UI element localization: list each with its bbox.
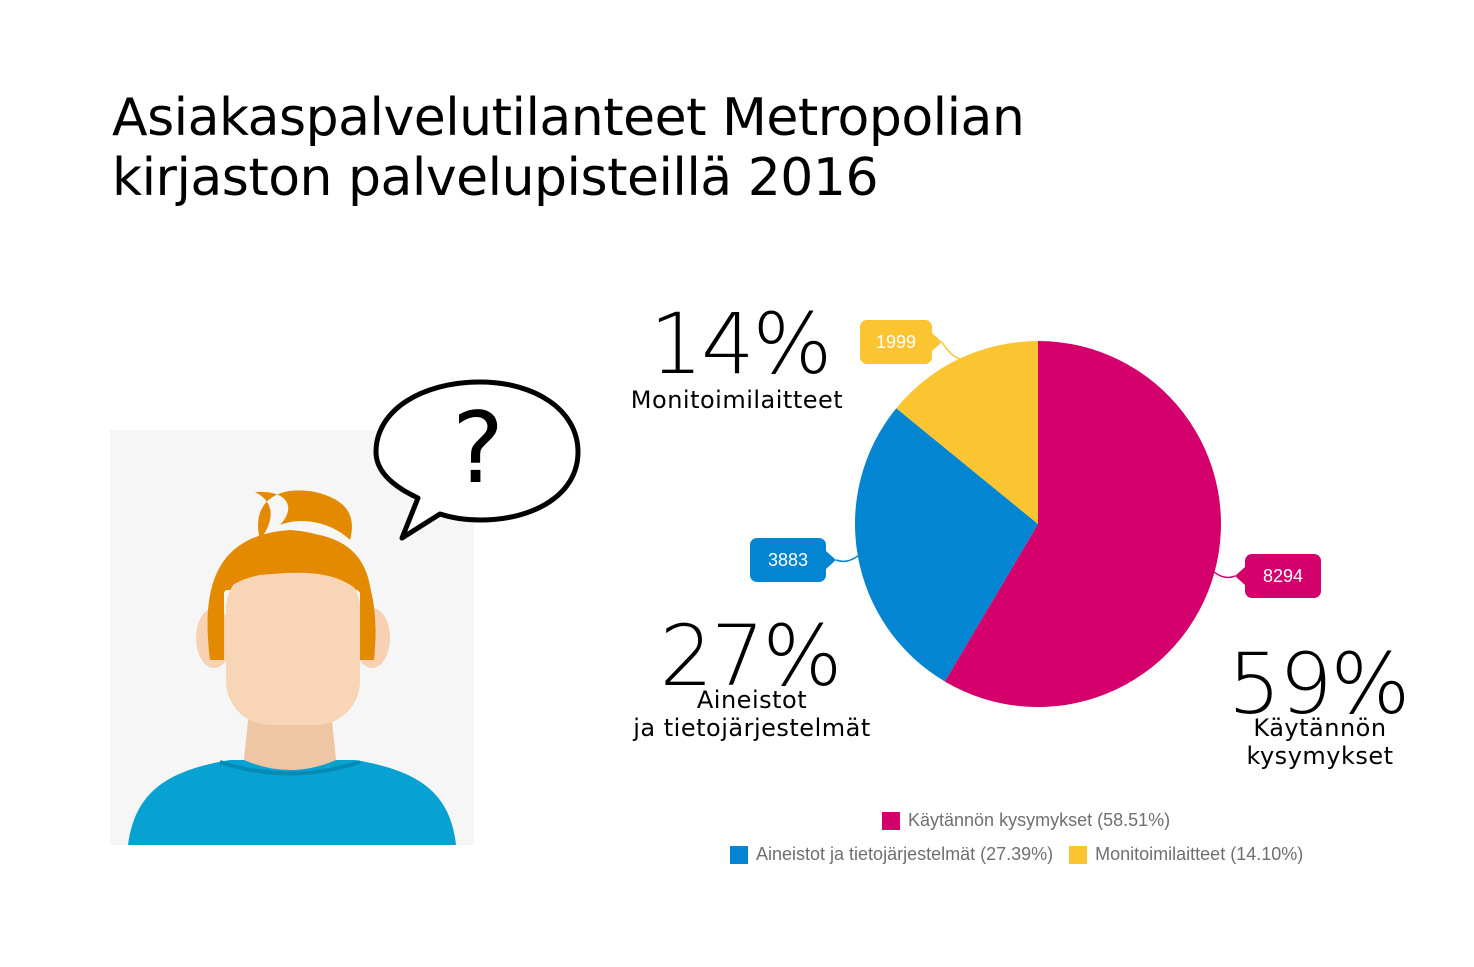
data-label: 8294 [1235,554,1321,598]
speech-bubble-icon: ? [373,379,581,541]
legend-text: Käytännön kysymykset (58.51%) [908,810,1171,830]
person-icon [128,490,456,845]
pie-slice [855,408,1038,682]
legend-swatch [882,811,900,830]
legend-text: Monitoimilaitteet (14.10%) [1095,844,1304,864]
person-illustration [110,430,474,845]
legend-swatch [1069,845,1088,864]
legend-row-2: Aineistot ja tietojärjestelmät (27.39%) … [730,844,1319,865]
legend-row-1: Käytännön kysymykset (58.51%) [882,810,1186,831]
label-monitoimilaitteet: Monitoimilaitteet [630,386,844,414]
pie-slice [896,341,1038,524]
callout-line [835,555,859,563]
pie-slice [944,341,1221,707]
pct-aineistot: 27% [659,607,843,705]
pct-monitoimilaitteet: 14% [649,295,833,393]
legend-swatch [730,845,748,864]
data-label: 1999 [860,320,942,364]
question-mark-icon: ? [452,392,504,506]
data-label-text: 8294 [1263,566,1303,586]
callout-line [1214,571,1236,579]
page-title: Asiakaspalvelutilanteet Metropolian kirj… [112,88,1025,208]
pie-chart: 8294 3883 1999 [750,320,1321,707]
legend-item-aineistot: Aineistot ja tietojärjestelmät (27.39%) [730,844,1053,865]
label-kaytannon: Käytännön kysymykset [1246,714,1394,770]
legend-item-monitoimi: Monitoimilaitteet (14.10%) [1069,844,1303,865]
data-label-text: 1999 [876,332,916,352]
callout-line [941,341,960,360]
data-label: 3883 [750,538,836,582]
pct-kaytannon: 59% [1227,635,1411,733]
legend-text: Aineistot ja tietojärjestelmät (27.39%) [756,844,1054,864]
data-label-text: 3883 [768,550,808,570]
label-aineistot: Aineistot ja tietojärjestelmät [633,686,871,742]
legend-item-kaytannon: Käytännön kysymykset (58.51%) [882,810,1170,831]
